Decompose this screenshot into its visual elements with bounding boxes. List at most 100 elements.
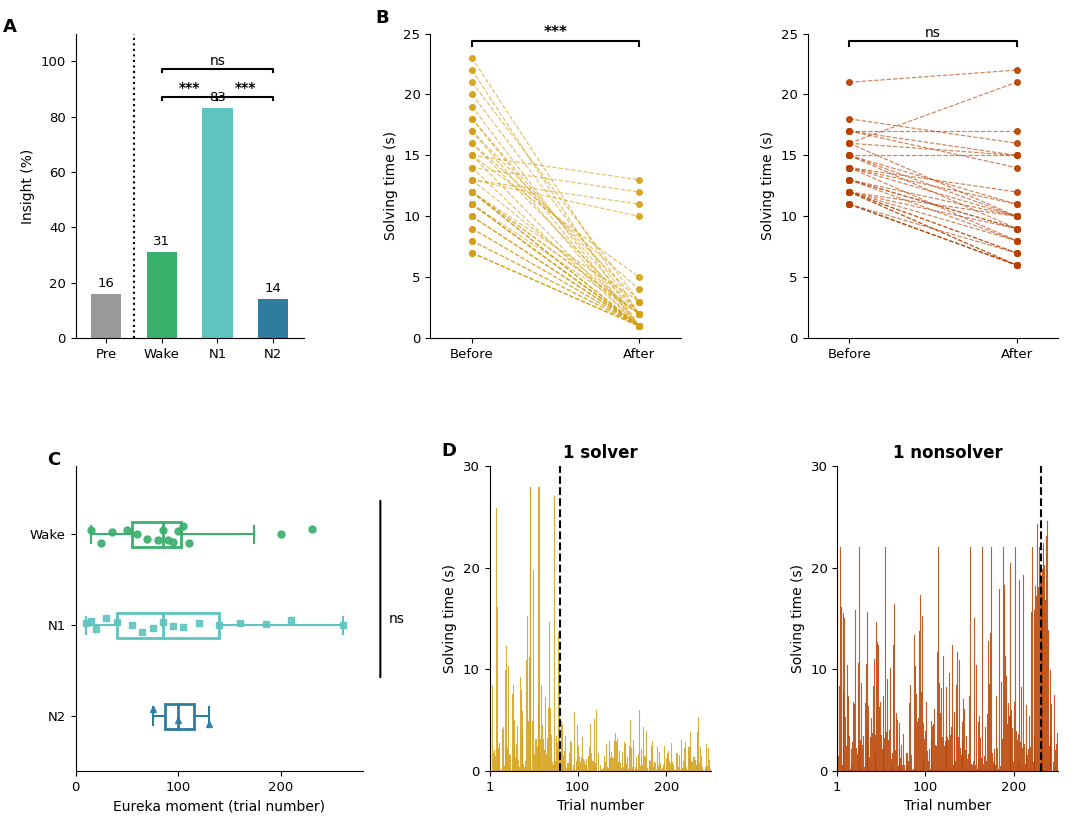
Point: [631, 319, 648, 333]
Point: [463, 173, 481, 187]
Point: [631, 308, 648, 321]
Point: [463, 222, 481, 235]
Point: [1008, 222, 1025, 235]
Point: [840, 148, 858, 162]
Text: ns: ns: [210, 54, 226, 68]
Text: D: D: [441, 442, 456, 460]
Bar: [147, 252, 177, 339]
Point: [463, 137, 481, 150]
Point: [1008, 75, 1025, 89]
Title: Nonsolvers: Nonsolvers: [880, 0, 985, 3]
Point: [840, 173, 858, 187]
Point: [631, 282, 648, 296]
Point: [631, 319, 648, 333]
Point: [1008, 161, 1025, 174]
Point: [1008, 222, 1025, 235]
Point: [1008, 258, 1025, 272]
Point: [840, 185, 858, 199]
Bar: [117, 613, 219, 639]
Point: [631, 319, 648, 333]
Point: [463, 148, 481, 162]
Text: 16: 16: [98, 277, 114, 290]
Point: [631, 319, 648, 333]
Point: [463, 112, 481, 126]
Point: [840, 124, 858, 137]
Point: [463, 185, 481, 199]
Point: [1008, 148, 1025, 162]
Point: [463, 88, 481, 101]
Point: [631, 319, 648, 333]
Point: [1008, 198, 1025, 211]
Point: [1008, 234, 1025, 247]
Point: [1008, 258, 1025, 272]
Point: [840, 161, 858, 174]
Text: ns: ns: [389, 612, 405, 626]
Point: [631, 319, 648, 333]
Text: C: C: [46, 451, 60, 469]
Bar: [258, 299, 288, 339]
Point: [1008, 210, 1025, 223]
Point: [840, 161, 858, 174]
Point: [463, 137, 481, 150]
Point: [631, 319, 648, 333]
Point: [463, 64, 481, 77]
Y-axis label: Solving time (s): Solving time (s): [383, 132, 397, 241]
Point: [463, 185, 481, 199]
Point: [631, 308, 648, 321]
Text: 14: 14: [265, 282, 282, 295]
Point: [463, 198, 481, 211]
Point: [840, 124, 858, 137]
Y-axis label: Solving time (s): Solving time (s): [791, 564, 805, 673]
Point: [631, 319, 648, 333]
Point: [840, 161, 858, 174]
Point: [840, 185, 858, 199]
Title: 1 solver: 1 solver: [563, 444, 637, 462]
Point: [631, 295, 648, 308]
Point: [463, 161, 481, 174]
Bar: [132, 522, 180, 547]
X-axis label: Trial number: Trial number: [556, 799, 644, 813]
Point: [1008, 246, 1025, 260]
Point: [1008, 222, 1025, 235]
Point: [631, 308, 648, 321]
Point: [463, 246, 481, 260]
Point: [631, 319, 648, 333]
Point: [840, 185, 858, 199]
Point: [463, 222, 481, 235]
Text: ***: ***: [543, 24, 568, 39]
Y-axis label: Insight (%): Insight (%): [22, 148, 35, 224]
Point: [463, 148, 481, 162]
Point: [1008, 210, 1025, 223]
Point: [631, 173, 648, 187]
Point: [1008, 210, 1025, 223]
Point: [1008, 258, 1025, 272]
Point: [631, 319, 648, 333]
Text: ***: ***: [179, 81, 200, 96]
Point: [840, 173, 858, 187]
Point: [631, 319, 648, 333]
Point: [1008, 246, 1025, 260]
Point: [1008, 137, 1025, 150]
Point: [631, 319, 648, 333]
Point: [463, 210, 481, 223]
Point: [1008, 185, 1025, 199]
Title: 1 nonsolver: 1 nonsolver: [893, 444, 1002, 462]
Point: [1008, 148, 1025, 162]
Point: [463, 210, 481, 223]
Point: [631, 295, 648, 308]
Point: [840, 173, 858, 187]
Point: [1008, 198, 1025, 211]
Point: [840, 185, 858, 199]
Point: [463, 185, 481, 199]
Point: [631, 198, 648, 211]
Point: [463, 246, 481, 260]
Point: [631, 185, 648, 199]
Point: [1008, 124, 1025, 137]
Point: [463, 234, 481, 247]
Point: [840, 161, 858, 174]
Point: [463, 173, 481, 187]
Point: [463, 161, 481, 174]
Point: [463, 148, 481, 162]
Point: [1008, 222, 1025, 235]
Point: [463, 198, 481, 211]
